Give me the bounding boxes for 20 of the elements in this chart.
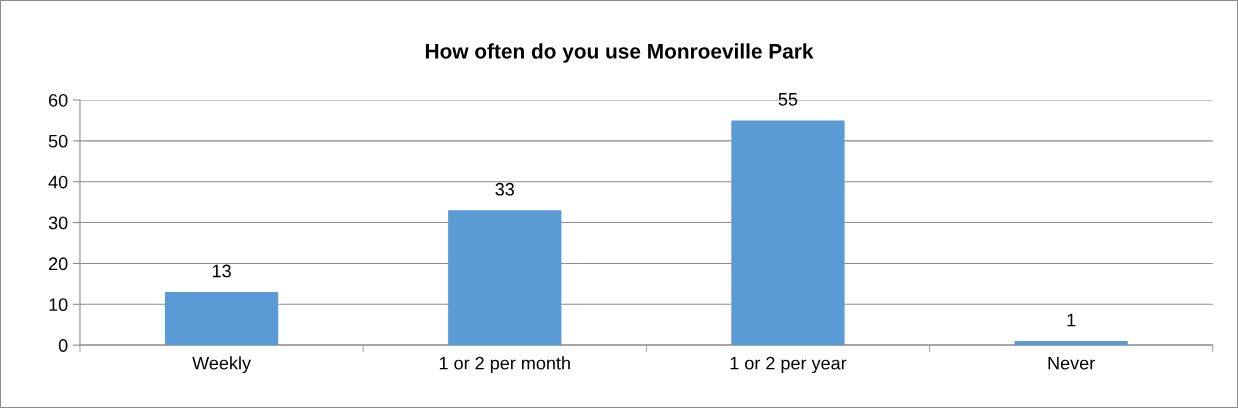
y-tick-label: 20 xyxy=(49,257,68,271)
chart-title: How often do you use Monroeville Park xyxy=(425,43,814,63)
bar xyxy=(448,210,562,346)
y-tick-label: 30 xyxy=(48,216,68,230)
data-label: 1 xyxy=(1067,313,1076,327)
y-tick-label: 40 xyxy=(48,175,68,189)
bar xyxy=(1014,341,1128,346)
bar xyxy=(731,120,845,346)
y-tick-label: 0 xyxy=(58,339,68,352)
x-tick-label: 1 or 2 per year xyxy=(730,356,847,374)
y-tick-label: 60 xyxy=(49,93,68,107)
x-tick-label: Weekly xyxy=(192,356,251,374)
data-label: 13 xyxy=(212,264,231,278)
x-tick-label: Never xyxy=(1048,356,1095,370)
data-label: 33 xyxy=(495,182,515,196)
x-tick-label: 1 or 2 per month xyxy=(439,356,570,374)
data-label: 55 xyxy=(778,93,798,106)
y-tick-label: 50 xyxy=(48,134,68,148)
bar xyxy=(164,292,279,346)
y-tick-label: 10 xyxy=(49,298,68,312)
